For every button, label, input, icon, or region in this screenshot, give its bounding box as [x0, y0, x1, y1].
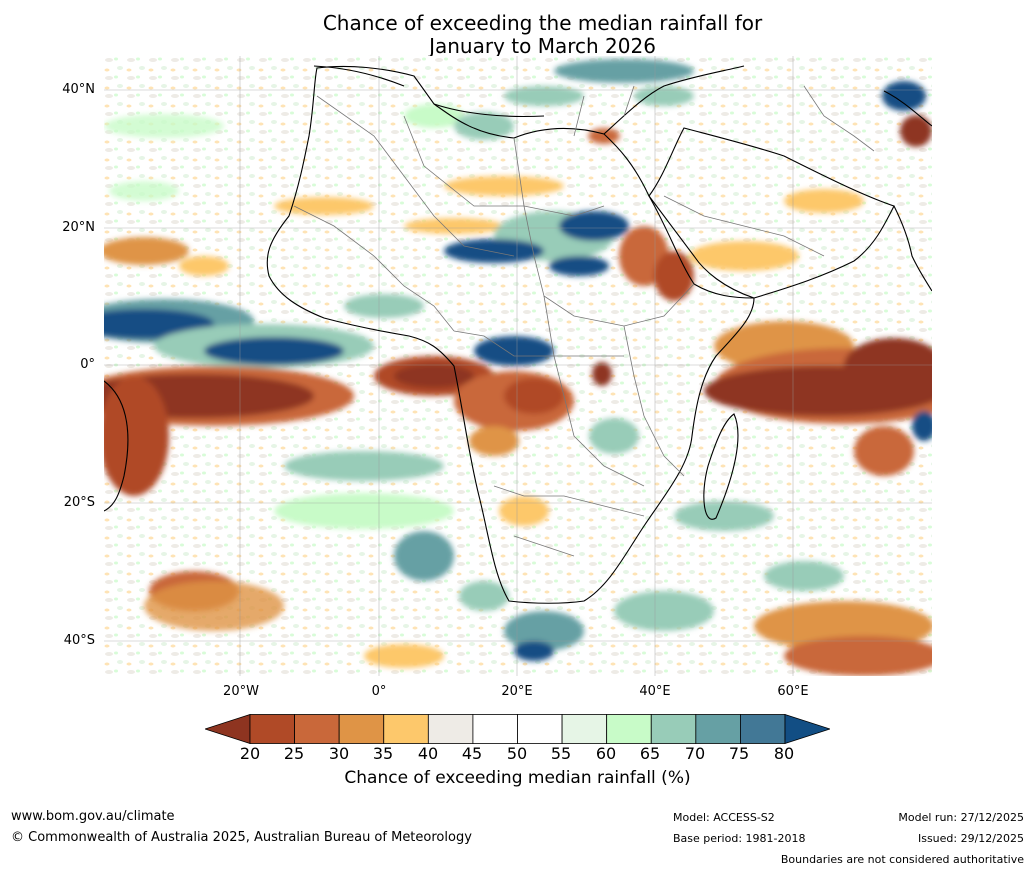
colorbar-tick: 55 [550, 744, 572, 763]
lat-label-20n: 20°N [62, 220, 95, 235]
colorbar-segment [606, 714, 652, 744]
lon-label-0: 0° [371, 684, 387, 699]
lon-label-60e: 60°E [777, 684, 809, 699]
colorbar-tick: 70 [684, 744, 706, 763]
colorbar-tick: 35 [372, 744, 394, 763]
colorbar-tick: 50 [506, 744, 528, 763]
colorbar-tick: 20 [239, 744, 261, 763]
colorbar-segment [561, 714, 608, 744]
colorbar-tick: 45 [461, 744, 483, 763]
colorbar-segment [740, 714, 786, 744]
model-run-date: Model run: 27/12/2025 [898, 811, 1024, 824]
colorbar-tick: 25 [283, 744, 305, 763]
colorbar-segment [650, 714, 697, 744]
colorbar-tick: 65 [639, 744, 661, 763]
base-period: Base period: 1981-2018 [673, 832, 806, 845]
lat-label-40s: 40°S [63, 633, 95, 648]
colorbar-tick: 30 [328, 744, 350, 763]
lon-label-20e: 20°E [501, 684, 533, 699]
title-line-2: January to March 2026 [429, 34, 656, 58]
lat-label-40n: 40°N [62, 82, 95, 97]
colorbar-segment [383, 714, 429, 744]
lon-label-20w: 20°W [223, 684, 259, 699]
colorbar-segment [472, 714, 518, 744]
colorbar-segment [517, 714, 563, 744]
country-borders [293, 85, 875, 557]
lon-label-40e: 40°E [639, 684, 671, 699]
issued-date: Issued: 29/12/2025 [917, 832, 1024, 845]
website-link[interactable]: www.bom.gov.au/climate [11, 809, 175, 824]
colorbar-segment [294, 714, 340, 744]
copyright-text: © Commonwealth of Australia 2025, Austra… [11, 830, 472, 845]
rainfall-anomaly-field [104, 59, 932, 676]
rainfall-map [104, 56, 932, 676]
colorbar-tick: 75 [728, 744, 750, 763]
colorbar-extend-low [205, 714, 251, 744]
colorbar-segment [427, 714, 474, 744]
colorbar [205, 714, 830, 744]
colorbar-segment [338, 714, 385, 744]
graticule [104, 56, 932, 676]
model-name: Model: ACCESS-S2 [673, 811, 775, 824]
colorbar-label: Chance of exceeding median rainfall (%) [344, 768, 691, 788]
colorbar-extend-high [784, 714, 830, 744]
colorbar-tick: 40 [417, 744, 439, 763]
colorbar-tick: 80 [773, 744, 795, 763]
colorbar-segment [695, 714, 741, 744]
colorbar-tick: 60 [595, 744, 617, 763]
boundaries-disclaimer: Boundaries are not considered authoritat… [780, 853, 1024, 866]
coastline [104, 65, 932, 604]
colorbar-segment [249, 714, 295, 744]
lat-label-equator: 0° [80, 357, 95, 372]
title-line-1: Chance of exceeding the median rainfall … [322, 11, 763, 35]
lat-label-20s: 20°S [63, 495, 95, 510]
